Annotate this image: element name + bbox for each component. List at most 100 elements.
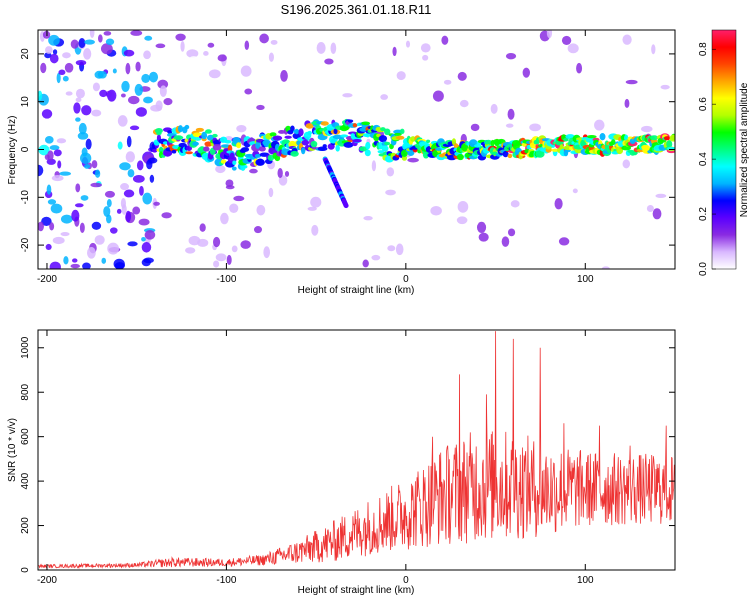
spectrogram-signal-cell bbox=[167, 130, 173, 134]
spectrogram-signal-cell bbox=[298, 128, 304, 137]
colorbar-ticks: 0.0 0.2 0.4 0.6 0.8 bbox=[698, 42, 716, 276]
spectrogram-signal-cell bbox=[381, 145, 389, 152]
spectrogram-noise-cell bbox=[199, 223, 206, 232]
spectrogram-signal-cell bbox=[162, 141, 168, 145]
spectrogram-noise-cell bbox=[106, 199, 112, 208]
spectrogram-signal-cell bbox=[294, 128, 300, 135]
spectrogram-noise-cell bbox=[395, 243, 404, 256]
spectrogram-noise-cell bbox=[51, 175, 64, 182]
snr-y-tick-label: 0 bbox=[20, 567, 31, 573]
spectrogram-noise-cell bbox=[277, 168, 283, 179]
spectrogram-noise-cell bbox=[380, 94, 389, 100]
spectrogram-noise-cell bbox=[83, 163, 91, 169]
spectrogram-signal-cell bbox=[220, 159, 227, 164]
spectrogram-signal-cell bbox=[580, 139, 586, 147]
spectrogram-noise-cell bbox=[244, 40, 250, 51]
spectrogram-noise-cell bbox=[144, 35, 153, 41]
spectrogram-noise-cell bbox=[405, 40, 411, 48]
spectrogram-noise-cell bbox=[655, 193, 667, 199]
spectrogram-noise-cell bbox=[307, 206, 317, 211]
spectrogram-noise-cell bbox=[126, 135, 132, 148]
spectrogram-signal-cell bbox=[395, 135, 405, 140]
spectrogram-noise-cell bbox=[185, 247, 196, 254]
spectrogram-noise-cell bbox=[132, 175, 145, 183]
spectrogram-signal-cell bbox=[236, 142, 242, 149]
spectrogram-signal-cell bbox=[185, 151, 193, 155]
spectrogram-signal-cell bbox=[284, 135, 292, 139]
spectrogram-noise-cell bbox=[65, 91, 73, 96]
spectrogram-noise-cell bbox=[567, 43, 579, 54]
spectrogram-noise-cell bbox=[91, 221, 102, 230]
spectrogram-noise-cell bbox=[651, 44, 656, 55]
spectrogram-noise-cell bbox=[74, 203, 84, 208]
spectrogram-signal-cell bbox=[663, 136, 671, 141]
spectrogram-noise-cell bbox=[45, 243, 52, 250]
spectrogram-noise-cell bbox=[501, 236, 510, 247]
spectrogram-signal-cell bbox=[171, 149, 177, 154]
spectrogram-noise-cell bbox=[92, 82, 100, 92]
spectrogram-noise-cell bbox=[62, 75, 69, 82]
spectrogram-noise-cell bbox=[135, 61, 141, 72]
spectrogram-noise-cell bbox=[47, 199, 57, 205]
spectrogram-noise-cell bbox=[104, 190, 115, 198]
spectrogram-noise-cell bbox=[72, 258, 78, 263]
colorbar-tick-label: 0.0 bbox=[698, 262, 709, 276]
spectrogram-noise-cell bbox=[188, 56, 199, 64]
spectrogram-signal-cell bbox=[193, 136, 202, 141]
spectrogram-noise-cell bbox=[229, 203, 239, 213]
spectrogram-noise-cell bbox=[459, 99, 469, 108]
spectrogram-signal-cell bbox=[365, 132, 371, 138]
spectrogram-signal-cell bbox=[340, 134, 349, 138]
spectrogram-noise-cell bbox=[268, 52, 274, 62]
spectrogram-y-tick-label: 0 bbox=[20, 146, 31, 152]
spectrogram-noise-cell bbox=[59, 171, 72, 176]
spectrogram-noise-cell bbox=[63, 256, 69, 265]
spectrogram-noise-cell bbox=[103, 206, 111, 217]
spectrogram-noise-cell bbox=[256, 104, 265, 111]
spectrogram-noise-cell bbox=[641, 125, 653, 133]
spectrogram-y-tick-label: 10 bbox=[20, 96, 31, 108]
spectrogram-noise-cell bbox=[203, 50, 209, 56]
spectrogram-signal-cell bbox=[474, 144, 482, 148]
spectrogram-signal-cell bbox=[599, 133, 606, 141]
spectrogram-noise-cell bbox=[87, 246, 96, 259]
spectrogram-signal-cell bbox=[307, 130, 312, 135]
spectrogram-noise-cell bbox=[89, 30, 95, 38]
spectrogram-noise-cell bbox=[109, 227, 118, 234]
spectrogram-noise-cell bbox=[208, 81, 214, 90]
spectrogram-noise-cell bbox=[576, 62, 583, 74]
spectrogram-signal-cell bbox=[666, 140, 673, 149]
spectrogram-signal-cell bbox=[507, 153, 513, 159]
snr-x-tick-label: -100 bbox=[216, 575, 236, 586]
spectrogram-noise-cell bbox=[625, 79, 638, 85]
spectrogram-noise-cell bbox=[501, 261, 507, 269]
spectrogram-noise-cell bbox=[505, 123, 514, 128]
spectrogram-signal-cell bbox=[184, 124, 190, 130]
spectrogram-noise-cell bbox=[457, 71, 467, 81]
spectrogram-noise-cell bbox=[163, 98, 173, 106]
spectrogram-noise-cell bbox=[82, 262, 91, 269]
spectrogram-noise-cell bbox=[510, 200, 520, 208]
spectrogram-signal-cell bbox=[301, 147, 306, 155]
spectrogram-signal-cell bbox=[586, 134, 597, 139]
spectrogram-noise-cell bbox=[324, 58, 334, 65]
spectrogram-signal-cell bbox=[456, 153, 464, 161]
spectrogram-noise-cell bbox=[188, 118, 201, 128]
spectrogram-noise-cell bbox=[622, 159, 631, 169]
spectrogram-noise-cell bbox=[601, 266, 610, 269]
spectrogram-noise-cell bbox=[561, 35, 572, 45]
spectrogram-signal-cell bbox=[204, 141, 213, 147]
spectrogram-noise-cell bbox=[120, 93, 126, 98]
spectrogram-noise-cell bbox=[254, 226, 262, 234]
snr-y-ticks: 0 200 400 600 800 1000 bbox=[20, 336, 675, 573]
spectrogram-noise-cell bbox=[554, 198, 563, 210]
spectrogram-noise-cell bbox=[47, 150, 54, 161]
spectrogram-noise-cell bbox=[121, 80, 130, 92]
spectrogram-noise-cell bbox=[119, 162, 131, 171]
spectrogram-signal-cell bbox=[401, 149, 408, 157]
spectrogram-signal-cell bbox=[242, 165, 248, 169]
spectrogram-signal-cell bbox=[352, 138, 362, 143]
spectrogram-noise-cell bbox=[624, 98, 630, 109]
spectrogram-noise-cell bbox=[231, 245, 238, 253]
